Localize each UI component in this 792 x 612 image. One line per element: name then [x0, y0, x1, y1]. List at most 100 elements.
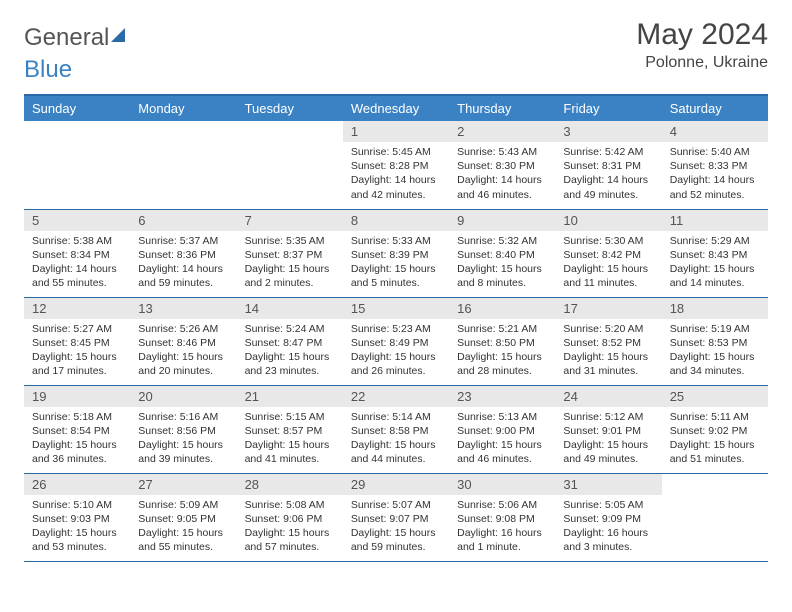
- calendar-day-cell: 22Sunrise: 5:14 AMSunset: 8:58 PMDayligh…: [343, 385, 449, 473]
- calendar-day-cell: [24, 121, 130, 209]
- day-details: Sunrise: 5:26 AMSunset: 8:46 PMDaylight:…: [130, 319, 236, 385]
- calendar-day-cell: 27Sunrise: 5:09 AMSunset: 9:05 PMDayligh…: [130, 473, 236, 561]
- day-details: Sunrise: 5:19 AMSunset: 8:53 PMDaylight:…: [662, 319, 768, 385]
- location-label: Polonne, Ukraine: [636, 54, 768, 72]
- day-details: Sunrise: 5:33 AMSunset: 8:39 PMDaylight:…: [343, 231, 449, 297]
- calendar-day-cell: 9Sunrise: 5:32 AMSunset: 8:40 PMDaylight…: [449, 209, 555, 297]
- day-details: Sunrise: 5:07 AMSunset: 9:07 PMDaylight:…: [343, 495, 449, 561]
- calendar-day-cell: 12Sunrise: 5:27 AMSunset: 8:45 PMDayligh…: [24, 297, 130, 385]
- calendar-day-cell: 16Sunrise: 5:21 AMSunset: 8:50 PMDayligh…: [449, 297, 555, 385]
- day-number: 14: [237, 298, 343, 319]
- day-details: Sunrise: 5:06 AMSunset: 9:08 PMDaylight:…: [449, 495, 555, 561]
- day-details: Sunrise: 5:24 AMSunset: 8:47 PMDaylight:…: [237, 319, 343, 385]
- day-number: 16: [449, 298, 555, 319]
- day-number: 11: [662, 210, 768, 231]
- day-details: Sunrise: 5:30 AMSunset: 8:42 PMDaylight:…: [555, 231, 661, 297]
- day-details: Sunrise: 5:38 AMSunset: 8:34 PMDaylight:…: [24, 231, 130, 297]
- calendar-day-cell: 21Sunrise: 5:15 AMSunset: 8:57 PMDayligh…: [237, 385, 343, 473]
- weekday-header-row: SundayMondayTuesdayWednesdayThursdayFrid…: [24, 96, 768, 121]
- day-number: 4: [662, 121, 768, 142]
- calendar-week-row: 26Sunrise: 5:10 AMSunset: 9:03 PMDayligh…: [24, 473, 768, 561]
- day-details: Sunrise: 5:13 AMSunset: 9:00 PMDaylight:…: [449, 407, 555, 473]
- calendar-day-cell: [662, 473, 768, 561]
- calendar-day-cell: 1Sunrise: 5:45 AMSunset: 8:28 PMDaylight…: [343, 121, 449, 209]
- calendar-day-cell: 6Sunrise: 5:37 AMSunset: 8:36 PMDaylight…: [130, 209, 236, 297]
- day-number: 18: [662, 298, 768, 319]
- day-details: Sunrise: 5:18 AMSunset: 8:54 PMDaylight:…: [24, 407, 130, 473]
- day-number: 15: [343, 298, 449, 319]
- calendar-day-cell: 23Sunrise: 5:13 AMSunset: 9:00 PMDayligh…: [449, 385, 555, 473]
- calendar-day-cell: 5Sunrise: 5:38 AMSunset: 8:34 PMDaylight…: [24, 209, 130, 297]
- calendar-day-cell: 8Sunrise: 5:33 AMSunset: 8:39 PMDaylight…: [343, 209, 449, 297]
- calendar-day-cell: 14Sunrise: 5:24 AMSunset: 8:47 PMDayligh…: [237, 297, 343, 385]
- day-details: Sunrise: 5:29 AMSunset: 8:43 PMDaylight:…: [662, 231, 768, 297]
- day-number: 23: [449, 386, 555, 407]
- calendar-day-cell: 24Sunrise: 5:12 AMSunset: 9:01 PMDayligh…: [555, 385, 661, 473]
- calendar-day-cell: 20Sunrise: 5:16 AMSunset: 8:56 PMDayligh…: [130, 385, 236, 473]
- day-details: Sunrise: 5:35 AMSunset: 8:37 PMDaylight:…: [237, 231, 343, 297]
- weekday-header: Saturday: [662, 96, 768, 121]
- day-number: 8: [343, 210, 449, 231]
- day-number: 2: [449, 121, 555, 142]
- day-number: 26: [24, 474, 130, 495]
- weekday-header: Sunday: [24, 96, 130, 121]
- day-details: Sunrise: 5:09 AMSunset: 9:05 PMDaylight:…: [130, 495, 236, 561]
- day-number: 19: [24, 386, 130, 407]
- logo: General: [24, 18, 125, 52]
- day-details: Sunrise: 5:32 AMSunset: 8:40 PMDaylight:…: [449, 231, 555, 297]
- calendar-table: SundayMondayTuesdayWednesdayThursdayFrid…: [24, 96, 768, 562]
- day-number: 10: [555, 210, 661, 231]
- day-details: Sunrise: 5:10 AMSunset: 9:03 PMDaylight:…: [24, 495, 130, 561]
- day-number: 7: [237, 210, 343, 231]
- day-number: 5: [24, 210, 130, 231]
- weekday-header: Friday: [555, 96, 661, 121]
- weekday-header: Monday: [130, 96, 236, 121]
- calendar-day-cell: 4Sunrise: 5:40 AMSunset: 8:33 PMDaylight…: [662, 121, 768, 209]
- day-details: Sunrise: 5:40 AMSunset: 8:33 PMDaylight:…: [662, 142, 768, 208]
- day-details: Sunrise: 5:21 AMSunset: 8:50 PMDaylight:…: [449, 319, 555, 385]
- day-number: 28: [237, 474, 343, 495]
- weekday-header: Tuesday: [237, 96, 343, 121]
- day-details: Sunrise: 5:12 AMSunset: 9:01 PMDaylight:…: [555, 407, 661, 473]
- day-number: 22: [343, 386, 449, 407]
- calendar-day-cell: 26Sunrise: 5:10 AMSunset: 9:03 PMDayligh…: [24, 473, 130, 561]
- day-details: Sunrise: 5:45 AMSunset: 8:28 PMDaylight:…: [343, 142, 449, 208]
- day-details: Sunrise: 5:15 AMSunset: 8:57 PMDaylight:…: [237, 407, 343, 473]
- calendar-day-cell: 15Sunrise: 5:23 AMSunset: 8:49 PMDayligh…: [343, 297, 449, 385]
- calendar-day-cell: 29Sunrise: 5:07 AMSunset: 9:07 PMDayligh…: [343, 473, 449, 561]
- day-number: 24: [555, 386, 661, 407]
- calendar-day-cell: [130, 121, 236, 209]
- day-details: Sunrise: 5:14 AMSunset: 8:58 PMDaylight:…: [343, 407, 449, 473]
- day-number: 30: [449, 474, 555, 495]
- title-block: May 2024 Polonne, Ukraine: [636, 18, 768, 72]
- day-details: Sunrise: 5:42 AMSunset: 8:31 PMDaylight:…: [555, 142, 661, 208]
- day-number: 13: [130, 298, 236, 319]
- day-number: 20: [130, 386, 236, 407]
- calendar-week-row: 1Sunrise: 5:45 AMSunset: 8:28 PMDaylight…: [24, 121, 768, 209]
- day-number: 29: [343, 474, 449, 495]
- day-number: 31: [555, 474, 661, 495]
- calendar-day-cell: 28Sunrise: 5:08 AMSunset: 9:06 PMDayligh…: [237, 473, 343, 561]
- logo-triangle-icon: [111, 28, 125, 42]
- calendar-day-cell: 10Sunrise: 5:30 AMSunset: 8:42 PMDayligh…: [555, 209, 661, 297]
- day-number: 3: [555, 121, 661, 142]
- day-number: 27: [130, 474, 236, 495]
- day-details: Sunrise: 5:27 AMSunset: 8:45 PMDaylight:…: [24, 319, 130, 385]
- day-details: Sunrise: 5:20 AMSunset: 8:52 PMDaylight:…: [555, 319, 661, 385]
- calendar-week-row: 12Sunrise: 5:27 AMSunset: 8:45 PMDayligh…: [24, 297, 768, 385]
- calendar-day-cell: 7Sunrise: 5:35 AMSunset: 8:37 PMDaylight…: [237, 209, 343, 297]
- day-details: Sunrise: 5:43 AMSunset: 8:30 PMDaylight:…: [449, 142, 555, 208]
- day-details: Sunrise: 5:05 AMSunset: 9:09 PMDaylight:…: [555, 495, 661, 561]
- calendar-day-cell: 17Sunrise: 5:20 AMSunset: 8:52 PMDayligh…: [555, 297, 661, 385]
- calendar-day-cell: 25Sunrise: 5:11 AMSunset: 9:02 PMDayligh…: [662, 385, 768, 473]
- logo-text-1: General: [24, 24, 109, 52]
- calendar-day-cell: 13Sunrise: 5:26 AMSunset: 8:46 PMDayligh…: [130, 297, 236, 385]
- calendar-body: 1Sunrise: 5:45 AMSunset: 8:28 PMDaylight…: [24, 121, 768, 561]
- calendar-day-cell: 31Sunrise: 5:05 AMSunset: 9:09 PMDayligh…: [555, 473, 661, 561]
- day-number: 25: [662, 386, 768, 407]
- day-number: 21: [237, 386, 343, 407]
- day-details: Sunrise: 5:11 AMSunset: 9:02 PMDaylight:…: [662, 407, 768, 473]
- calendar-day-cell: 30Sunrise: 5:06 AMSunset: 9:08 PMDayligh…: [449, 473, 555, 561]
- day-number: 6: [130, 210, 236, 231]
- calendar-week-row: 19Sunrise: 5:18 AMSunset: 8:54 PMDayligh…: [24, 385, 768, 473]
